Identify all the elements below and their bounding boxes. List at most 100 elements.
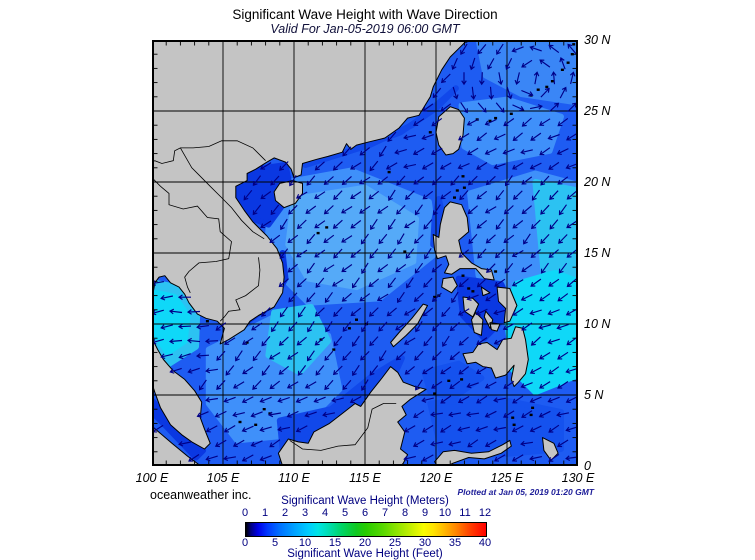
meters-tick-label: 10 [438,507,452,519]
wave-direction-arrow [475,308,488,316]
wave-direction-arrow [415,320,423,333]
wave-direction-arrow [187,367,200,374]
wave-direction-arrow [252,175,262,187]
wave-direction-arrow [279,248,289,259]
wave-direction-arrow [403,308,416,316]
land-mainland-asia [151,39,468,345]
wave-direction-arrow [196,411,209,418]
wave-direction-arrow [531,189,540,201]
wave-direction-arrow [205,396,218,403]
islet [570,53,574,56]
wave-direction-arrow [395,263,407,273]
wave-direction-arrow [557,176,569,185]
wave-direction-arrow [547,396,560,404]
wave-direction-arrow [370,218,378,231]
wave-direction-arrow [467,147,479,156]
wave-direction-arrow [261,307,271,317]
wave-direction-arrow [304,411,317,418]
wave-direction-arrow [289,174,297,187]
wave-direction-arrow [477,248,487,259]
wave-direction-arrow [278,336,289,346]
wave-direction-arrow [476,219,488,229]
meters-tick-label: 1 [261,507,269,519]
wave-direction-arrow [403,455,416,462]
wave-direction-arrow [324,379,334,391]
wave-direction-arrow [511,46,524,53]
wave-direction-arrow [549,219,559,230]
wave-direction-arrow [448,411,462,418]
wave-direction-arrow [350,249,362,258]
wave-direction-arrow [557,439,569,448]
wave-direction-arrow [395,351,406,361]
wave-direction-arrow [421,397,434,403]
wave-direction-arrow [530,336,541,346]
feet-tick-label: 5 [271,537,279,549]
islet [254,423,258,426]
wave-direction-arrow [466,382,479,389]
wave-direction-arrow [261,365,271,376]
wave-direction-arrow [530,219,541,230]
wave-direction-arrow [405,248,415,259]
wave-direction-arrow [547,338,560,345]
wave-direction-arrow [314,336,325,346]
wave-direction-arrow [484,381,497,389]
wave-direction-arrow [243,189,253,201]
wave-direction-arrow [260,220,272,229]
wave-direction-arrow [457,395,470,404]
wave-direction-arrow [442,335,450,347]
wave-direction-arrow [440,366,452,375]
meters-tick-label: 4 [321,507,329,519]
wave-direction-arrow [341,206,353,214]
wave-direction-arrow [359,147,371,156]
wave-direction-arrow [566,220,578,229]
wave-direction-arrow [385,162,398,170]
wave-direction-arrow [476,132,488,142]
wave-direction-arrow [323,176,334,185]
wave-direction-arrow [214,439,227,448]
wave-direction-arrow [269,234,281,244]
wave-direction-arrow [403,134,417,140]
wave-direction-arrow [502,148,515,155]
wave-direction-arrow [377,263,389,273]
wave-direction-arrow [214,410,227,418]
wave-direction-arrow [269,439,281,448]
wave-direction-arrow [493,309,506,316]
wave-direction-arrow [493,454,506,462]
wave-direction-arrow [421,162,434,170]
wave-direction-arrow [288,321,298,332]
wave-direction-arrow [479,72,485,86]
wave-direction-arrow [223,425,236,433]
islet [403,250,407,253]
wave-direction-arrow [514,72,521,85]
wave-direction-arrow [361,379,369,391]
land-mindanao [462,326,529,387]
wave-direction-arrow [569,71,576,85]
wave-direction-arrow [441,307,451,317]
wave-direction-arrow [196,323,209,330]
wave-direction-arrow [396,204,406,215]
wave-direction-arrow [160,324,173,330]
wave-direction-arrow [359,176,371,185]
wave-direction-arrow [549,102,560,112]
wave-direction-arrow [223,396,236,404]
wave-direction-arrow [488,86,495,100]
wave-direction-arrow [521,410,533,418]
wave-direction-arrow [465,411,480,418]
wave-direction-arrow [566,278,577,288]
wave-direction-arrow [496,43,504,55]
wave-direction-arrow [431,292,442,303]
wave-direction-arrow [529,45,542,52]
islet [433,392,437,395]
lat-label: 30 N [584,33,611,47]
wave-direction-arrow [295,191,308,199]
wave-direction-arrow [538,324,551,330]
wave-direction-arrow [484,206,497,214]
lon-label: 100 E [135,471,169,485]
islet [455,189,459,192]
wave-direction-arrow [252,204,262,216]
wave-direction-arrow [422,424,434,433]
wave-direction-arrow [539,352,551,360]
wave-direction-arrow [521,205,532,215]
wave-direction-arrow [475,426,488,433]
wave-direction-arrow [529,425,542,433]
